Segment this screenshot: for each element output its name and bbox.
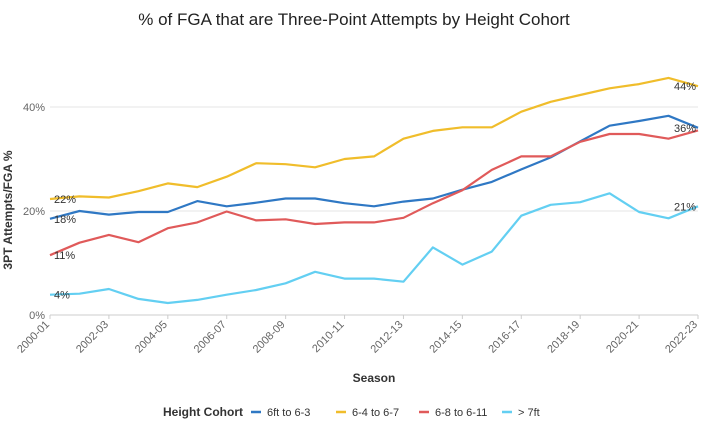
axes: 0% 20% 40% 2000-01 2002-03 2004-05 2006-07 2008… [15,102,700,356]
x-tick-label: 2006-07 [192,319,229,356]
x-tick-label: 2000-01 [15,319,52,356]
x-tick-label: 2014-15 [427,319,464,356]
x-axis-title: Season [353,371,396,385]
chart-title: % of FGA that are Three-Point Attempts b… [138,10,570,29]
start-value-label: 22% [54,194,76,206]
x-tick-label: 2012-13 [369,319,406,356]
y-tick-label: 0% [29,310,45,322]
series-line-2 [49,129,699,257]
y-tick-label: 20% [23,206,45,218]
x-tick-label: 2022-23 [663,319,700,356]
x-tick-label: 2002-03 [74,319,111,356]
x-tick-label: 2008-09 [251,319,288,356]
legend-entry: 6ft to 6-3 [267,407,310,419]
start-value-label: 18% [54,214,76,226]
x-tick-label: 2010-11 [310,319,346,355]
series-lines [49,76,699,305]
legend-entry: 6-8 to 6-11 [435,407,487,419]
x-tick-label: 2004-05 [133,319,170,356]
data-labels: 18% 36% 22% 44% 11% 4% 21% [54,81,696,302]
end-value-label: 36% [674,123,696,135]
y-axis-title: 3PT Attempts/FGA % [1,150,15,269]
x-tick-label: 2018-19 [545,319,582,356]
series-line-1 [49,76,699,201]
legend-entry: 6-4 to 6-7 [352,407,399,419]
x-tick-label: 2020-21 [604,319,641,356]
series-line-0 [49,114,699,220]
legend-title: Height Cohort [163,405,243,419]
x-tick-label: 2016-17 [486,319,523,356]
legend: Height Cohort 6ft to 6-3 6-4 to 6-7 6-8 to… [163,405,540,419]
y-tick-label: 40% [23,102,45,114]
legend-entry: > 7ft [518,407,540,419]
end-value-label: 44% [674,81,696,93]
start-value-label: 4% [54,290,70,302]
end-value-label: 21% [674,201,696,213]
start-value-label: 11% [54,250,75,262]
series-line-3 [49,192,699,305]
